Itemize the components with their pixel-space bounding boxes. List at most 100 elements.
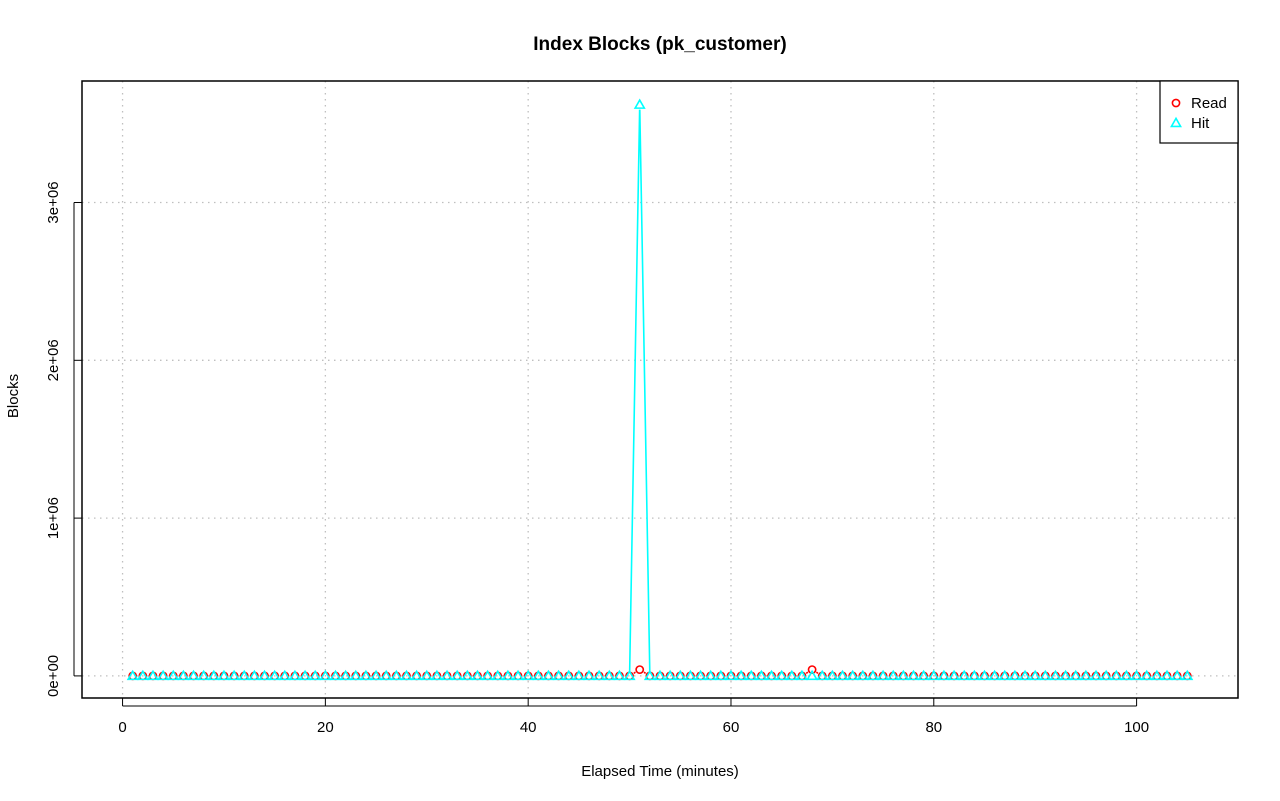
x-axis: 0 20 40 60 80 100 <box>118 698 1149 736</box>
y-tick-label: 3e+06 <box>45 181 62 223</box>
data-point-hit <box>745 669 758 681</box>
data-point-hit <box>927 669 940 681</box>
data-point-hit <box>1150 669 1163 681</box>
data-point-hit <box>1130 669 1143 681</box>
data-point-hit <box>684 669 697 681</box>
data-point-hit <box>390 669 403 681</box>
y-tick-label: 0e+00 <box>45 655 62 697</box>
data-point-hit <box>512 669 525 681</box>
data-point-hit <box>1100 669 1113 681</box>
data-point-hit <box>258 669 271 681</box>
data-point-hit <box>207 669 220 681</box>
data-point-hit <box>765 669 778 681</box>
data-point-hit <box>826 669 839 681</box>
legend: Read Hit <box>1159 80 1239 144</box>
data-point-hit <box>1069 669 1082 681</box>
x-axis-label: Elapsed Time (minutes) <box>581 763 739 780</box>
data-point-hit <box>948 669 961 681</box>
data-point-hit <box>187 669 200 681</box>
data-point-hit <box>795 669 808 681</box>
data-point-hit <box>816 669 829 681</box>
grid <box>82 81 1238 698</box>
data-point-hit <box>228 669 241 681</box>
data-point-hit <box>785 669 798 681</box>
data-point-hit <box>491 669 504 681</box>
data-point-hit <box>806 669 819 681</box>
data-point-hit <box>968 669 981 681</box>
data-point-hit <box>1120 669 1133 681</box>
x-tick-label: 40 <box>520 719 537 736</box>
y-axis-label: Blocks <box>5 374 22 418</box>
data-point-hit <box>197 669 210 681</box>
data-point-hit <box>268 669 281 681</box>
data-point-read <box>635 665 645 674</box>
data-point-hit <box>157 669 170 681</box>
x-tick-label: 0 <box>118 719 126 736</box>
data-point-hit <box>1171 669 1184 681</box>
data-point-hit <box>309 669 322 681</box>
data-point-hit <box>410 669 423 681</box>
data-point-hit <box>136 669 149 681</box>
data-point-hit <box>897 669 910 681</box>
data-point-hit <box>349 669 362 681</box>
data-point-hit <box>552 669 565 681</box>
data-point-hit <box>603 669 616 681</box>
data-point-hit <box>481 669 494 681</box>
data-point-read <box>807 665 817 674</box>
data-point-hit <box>887 669 900 681</box>
data-point-hit <box>998 669 1011 681</box>
data-point-hit <box>501 669 514 681</box>
y-tick-label: 2e+06 <box>45 339 62 381</box>
data-point-hit <box>664 669 677 681</box>
data-point-hit <box>451 669 464 681</box>
y-tick-label: 1e+06 <box>45 497 62 539</box>
data-point-hit <box>1059 669 1072 681</box>
data-point-hit <box>522 669 535 681</box>
legend-marker-read <box>1171 98 1181 108</box>
data-point-hit <box>978 669 991 681</box>
data-point-hit <box>1090 669 1103 681</box>
x-tick-label: 100 <box>1124 719 1149 736</box>
data-point-hit <box>1029 669 1042 681</box>
data-point-hit <box>147 669 159 681</box>
chart-title: Index Blocks (pk_customer) <box>533 34 786 55</box>
data-point-hit <box>846 669 859 681</box>
data-point-hit <box>704 669 717 681</box>
data-point-hit <box>694 669 707 681</box>
data-point-hit <box>593 669 606 681</box>
data-point-hit <box>907 669 920 681</box>
data-point-hit <box>542 669 555 681</box>
legend-box <box>1159 80 1239 144</box>
data-point-hit <box>1079 669 1092 681</box>
data-point-hit <box>755 669 768 681</box>
data-point-hit <box>775 669 788 681</box>
data-point-hit <box>714 669 727 681</box>
data-point-hit <box>370 669 383 681</box>
legend-label-hit: Hit <box>1191 115 1210 132</box>
data-point-hit <box>877 669 890 681</box>
data-point-hit <box>126 669 139 681</box>
legend-marker-hit <box>1170 116 1182 128</box>
data-point-hit <box>988 669 1001 681</box>
x-tick-label: 60 <box>723 719 740 736</box>
x-tick-label: 80 <box>925 719 942 736</box>
data-point-hit <box>359 669 372 681</box>
data-point-hit <box>958 669 971 681</box>
data-point-hit <box>917 669 930 681</box>
data-point-hit <box>643 669 656 681</box>
data-point-hit <box>248 669 261 681</box>
data-point-hit <box>380 669 393 681</box>
data-point-hit <box>572 669 585 681</box>
data-point-hit <box>735 669 748 681</box>
data-point-hit <box>400 669 413 681</box>
data-point-hit <box>319 669 332 681</box>
data-point-hit <box>217 669 230 681</box>
y-axis: 0e+00 1e+06 2e+06 3e+06 <box>45 181 82 697</box>
data-point-hit <box>471 669 484 681</box>
data-point-hit <box>329 669 342 681</box>
series-line-hit <box>137 109 1183 677</box>
x-tick-label: 20 <box>317 719 334 736</box>
data-point-hit <box>1019 669 1032 681</box>
data-point-hit <box>177 669 190 681</box>
